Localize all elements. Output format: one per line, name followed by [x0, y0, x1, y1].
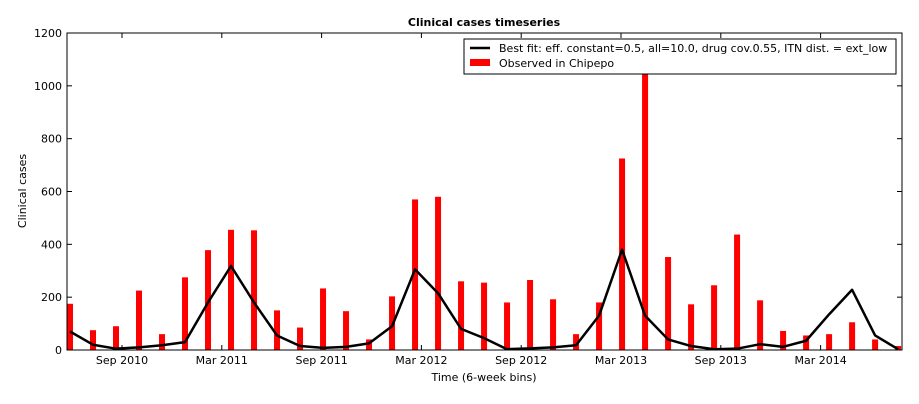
- legend-label-observed: Observed in Chipepo: [499, 57, 614, 70]
- chart-title: Clinical cases timeseries: [408, 16, 561, 29]
- y-axis: 0 200 400 600 800 1000 1200: [34, 27, 902, 357]
- y-tick-label: 600: [41, 186, 62, 199]
- observed-bar: [159, 334, 166, 350]
- x-tick-label: Sep 2011: [295, 354, 347, 367]
- observed-bar: [504, 302, 511, 350]
- observed-bar: [67, 303, 73, 350]
- observed-bar: [550, 299, 557, 350]
- observed-bar: [113, 326, 120, 350]
- observed-bar: [435, 196, 442, 350]
- y-tick-label: 800: [41, 133, 62, 146]
- observed-bar: [343, 311, 350, 350]
- x-axis-label: Time (6-week bins): [430, 371, 536, 384]
- observed-bar: [228, 229, 235, 350]
- x-axis: Sep 2010 Mar 2011 Sep 2011 Mar 2012 Sep 2012…: [96, 33, 847, 367]
- y-tick-label: 400: [41, 238, 62, 251]
- legend: Best fit: eff. constant=0.5, all=10.0, d…: [463, 38, 897, 75]
- observed-bar: [573, 334, 580, 350]
- bar-series: [67, 73, 902, 350]
- observed-bar: [826, 334, 833, 350]
- observed-bar: [872, 339, 879, 350]
- observed-bar: [251, 230, 258, 350]
- legend-label-fit: Best fit: eff. constant=0.5, all=10.0, d…: [499, 42, 887, 55]
- observed-bar: [688, 304, 695, 350]
- observed-bar: [90, 330, 97, 350]
- x-tick-label: Sep 2013: [695, 354, 747, 367]
- x-tick-label: Mar 2013: [595, 354, 647, 367]
- observed-bar: [803, 335, 810, 350]
- observed-bar: [849, 322, 856, 350]
- observed-bar: [297, 327, 304, 350]
- x-tick-label: Mar 2011: [196, 354, 248, 367]
- observed-bar: [366, 339, 373, 350]
- fit-line-series: [69, 248, 899, 351]
- observed-bar: [320, 288, 327, 350]
- y-axis-label: Clinical cases: [16, 154, 29, 228]
- x-tick-label: Mar 2012: [395, 354, 447, 367]
- x-tick-label: Sep 2010: [96, 354, 148, 367]
- observed-bar: [734, 234, 741, 350]
- legend-bar-swatch: [470, 59, 490, 66]
- observed-bar: [481, 282, 488, 350]
- observed-bar: [527, 279, 534, 350]
- y-tick-label: 1000: [34, 80, 62, 93]
- y-tick-label: 200: [41, 291, 62, 304]
- observed-bar: [619, 158, 626, 350]
- observed-bar: [642, 73, 649, 350]
- observed-bar: [412, 199, 419, 350]
- observed-bar: [182, 277, 189, 350]
- fit-line: [69, 248, 899, 351]
- y-tick-label: 1200: [34, 27, 62, 40]
- observed-bar: [711, 285, 718, 350]
- observed-bar: [780, 330, 787, 350]
- x-tick-label: Mar 2014: [794, 354, 846, 367]
- x-tick-label: Sep 2012: [495, 354, 547, 367]
- observed-bar: [458, 281, 465, 350]
- y-tick-label: 0: [55, 344, 62, 357]
- observed-bar: [665, 257, 672, 350]
- observed-bar: [136, 290, 143, 350]
- observed-bar: [596, 302, 603, 350]
- observed-bar: [757, 300, 764, 350]
- observed-bar: [205, 250, 212, 350]
- plot-frame: [66, 32, 903, 351]
- observed-bar: [274, 310, 281, 350]
- legend-box: [463, 38, 897, 75]
